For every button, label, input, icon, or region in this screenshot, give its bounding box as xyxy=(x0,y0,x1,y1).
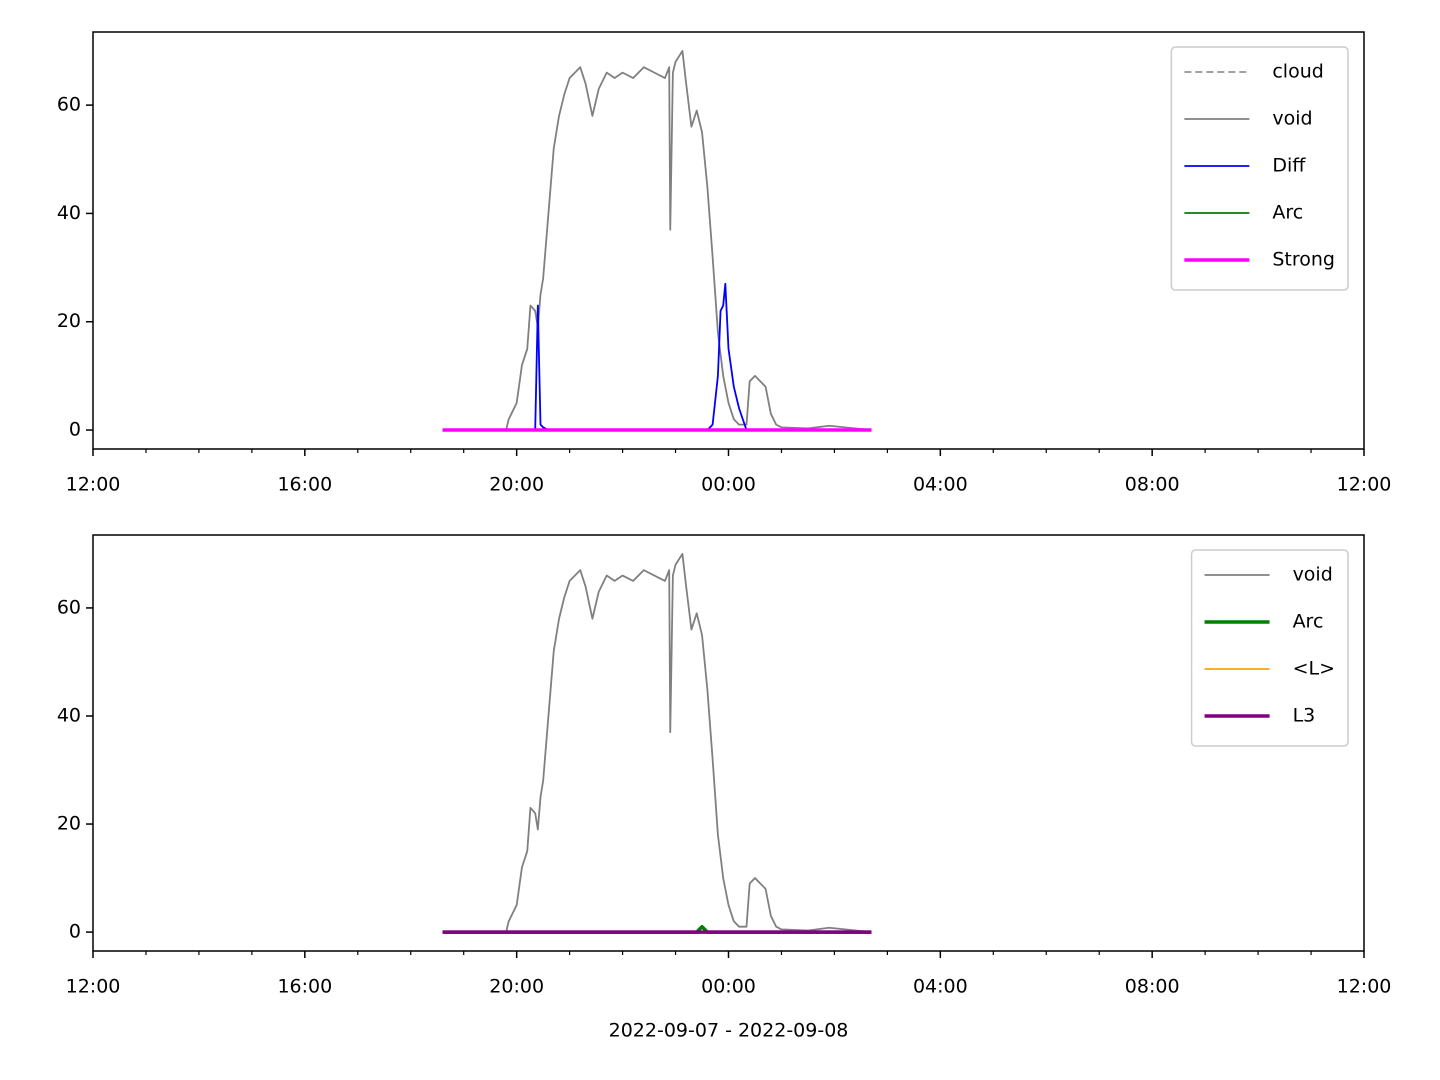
y-tick-label: 40 xyxy=(57,704,81,726)
series-line xyxy=(442,282,872,431)
series-line xyxy=(442,50,872,431)
legend: void Arc <L> L3 xyxy=(1190,549,1349,747)
legend-label: Strong xyxy=(1272,249,1335,271)
y-tick-label: 60 xyxy=(57,94,81,116)
legend-label: Diff xyxy=(1272,155,1306,177)
x-tick-label: 12:00 xyxy=(66,976,121,998)
legend-label: Arc xyxy=(1272,202,1303,224)
x-tick-label: 08:00 xyxy=(1125,474,1180,496)
legend-label: L3 xyxy=(1293,705,1316,727)
legend-frame xyxy=(1170,46,1349,291)
legend-label: cloud xyxy=(1272,61,1323,83)
x-tick-label: 12:00 xyxy=(1337,976,1392,998)
axes-frame xyxy=(92,534,1365,952)
x-tick-label: 16:00 xyxy=(277,976,332,998)
x-tick-label: 20:00 xyxy=(489,474,544,496)
legend-label: void xyxy=(1272,108,1312,130)
x-tick-label: 08:00 xyxy=(1125,976,1180,998)
y-tick-label: 20 xyxy=(57,310,81,332)
x-tick-label: 04:00 xyxy=(913,474,968,496)
legend: cloud void Diff Arc Strong xyxy=(1170,46,1349,291)
y-tick-label: 20 xyxy=(57,813,81,835)
x-axis-label: 2022-09-07 - 2022-09-08 xyxy=(609,1020,849,1042)
legend-label: Arc xyxy=(1293,611,1324,633)
x-tick-label: 04:00 xyxy=(913,976,968,998)
x-tick-label: 12:00 xyxy=(66,474,121,496)
legend-label: void xyxy=(1293,564,1333,586)
y-tick-label: 0 xyxy=(69,921,81,943)
series-line xyxy=(442,553,872,933)
x-tick-label: 16:00 xyxy=(277,474,332,496)
legend-frame xyxy=(1190,549,1349,747)
x-tick-label: 12:00 xyxy=(1337,474,1392,496)
y-tick-label: 0 xyxy=(69,419,81,441)
x-tick-label: 00:00 xyxy=(701,976,756,998)
legend-label: <L> xyxy=(1293,658,1335,680)
x-tick-label: 00:00 xyxy=(701,474,756,496)
y-tick-label: 40 xyxy=(57,202,81,224)
y-tick-label: 60 xyxy=(57,596,81,618)
x-tick-label: 20:00 xyxy=(489,976,544,998)
